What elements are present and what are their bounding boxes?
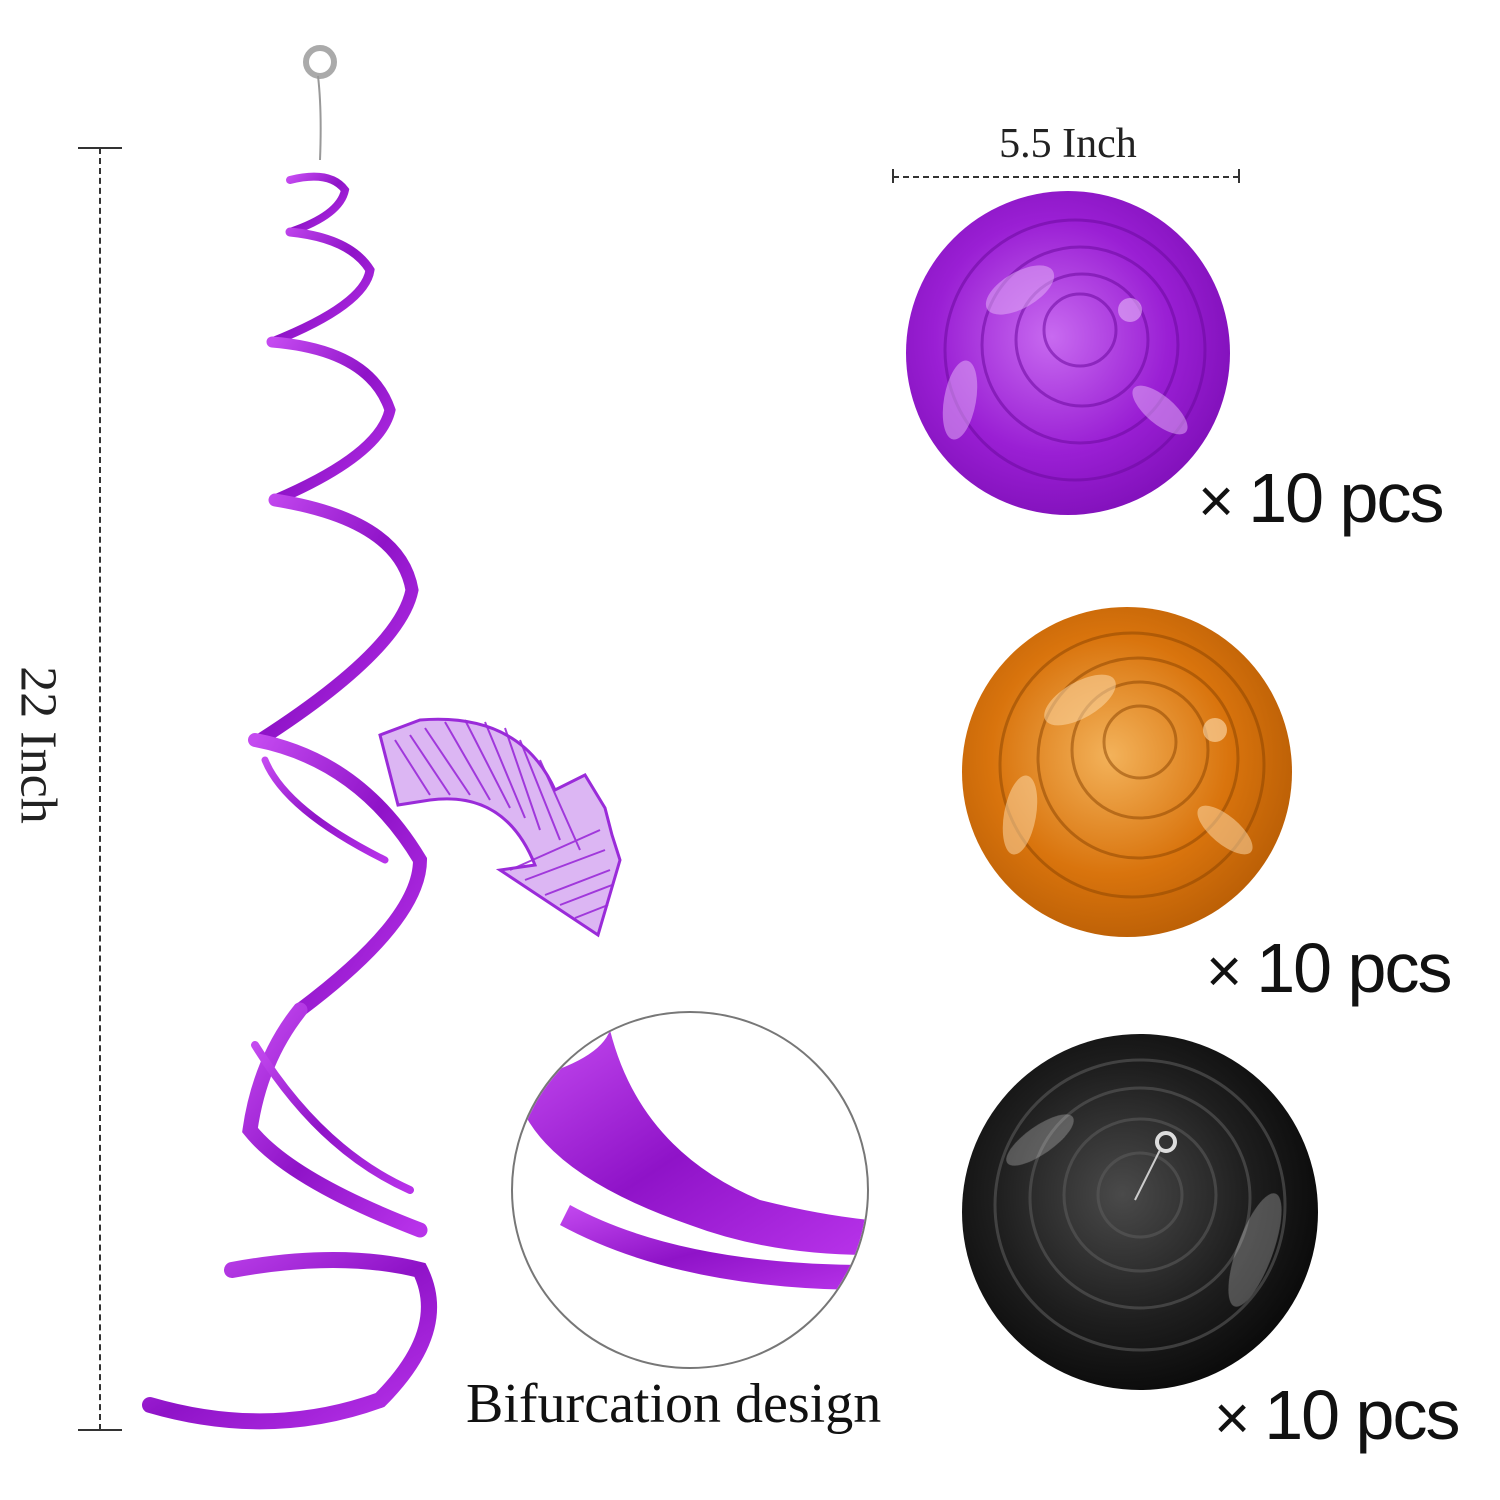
width-dimension-left-cap (892, 169, 894, 183)
multiplier-sign: × (1214, 1384, 1250, 1453)
black-swirl-disc (962, 1034, 1318, 1390)
quantity-value: 10 pcs (1248, 459, 1444, 537)
height-dimension-top-cap (78, 147, 122, 149)
bifurcation-caption: Bifurcation design (466, 1373, 882, 1435)
orange-swirl-disc (962, 607, 1292, 937)
orange-quantity-label: × 10 pcs (1206, 928, 1452, 1008)
quantity-value: 10 pcs (1264, 1376, 1460, 1454)
multiplier-sign: × (1198, 467, 1234, 536)
hanging-hook-icon (303, 45, 337, 161)
purple-swirl-disc (906, 191, 1230, 515)
caption-container: Bifurcation design (466, 1360, 934, 1440)
quantity-value: 10 pcs (1256, 929, 1452, 1007)
width-dimension-line (893, 176, 1239, 178)
height-dimension-line (99, 148, 101, 1430)
zoom-circle (511, 1011, 869, 1369)
width-dimension-right-cap (1238, 169, 1240, 183)
spiral-streamer (142, 172, 437, 1430)
height-dimension-bottom-cap (78, 1429, 122, 1431)
curved-arrow-icon (378, 717, 622, 938)
width-label: 5.5 Inch (999, 121, 1137, 167)
purple-quantity-label: × 10 pcs (1198, 458, 1444, 538)
disc-hook-icon (1134, 1131, 1177, 1201)
black-quantity-label: × 10 pcs (1214, 1375, 1460, 1455)
multiplier-sign: × (1206, 937, 1242, 1006)
